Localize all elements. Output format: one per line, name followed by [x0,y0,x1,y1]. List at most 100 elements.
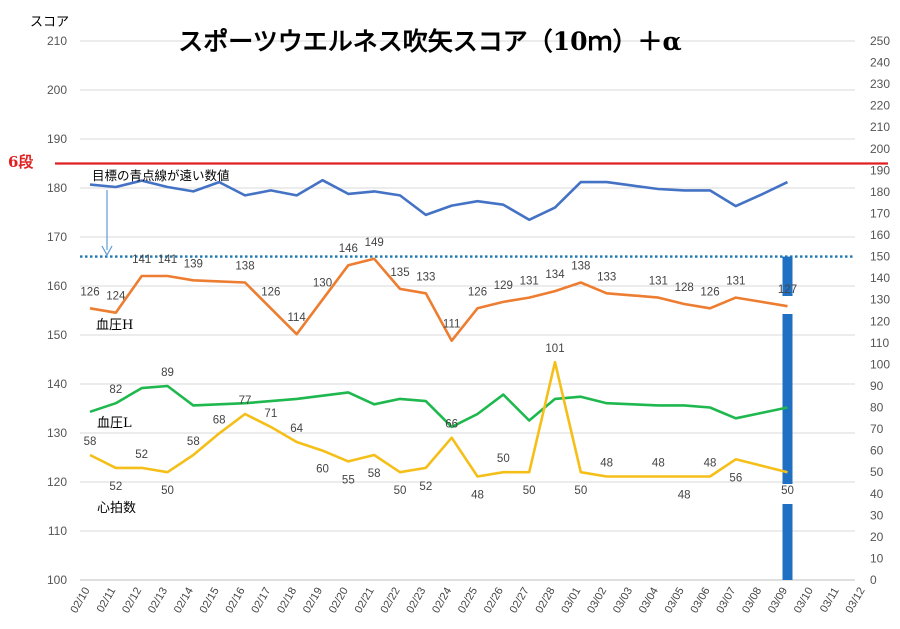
left-tick-170: 170 [47,230,67,244]
left-axis-ticks: 100 110 120 130 140 150 160 170 180 190 200 210 [47,34,67,587]
right-tick-160: 160 [870,228,890,242]
x-tick-03-01: 03/01 [559,586,583,616]
label-bp-high-02-11: 124 [106,291,126,303]
label-bp-high-03-01: 138 [571,260,590,272]
label-heart-rate-03-06: 48 [704,458,717,470]
x-tick-02-25: 02/25 [456,586,480,616]
label-heart-rate-03-09: 50 [781,485,794,497]
heart-rate-line [89,360,788,478]
right-tick-0: 0 [870,573,877,587]
bp-high-line [89,257,788,342]
y-axis-label: スコア [30,15,69,30]
label-bp-high-02-22: 135 [390,267,409,279]
x-tick-02-23: 02/23 [404,586,428,616]
right-tick-40: 40 [870,487,884,501]
right-tick-110: 110 [870,336,889,350]
left-tick-130: 130 [47,426,67,440]
left-tick-100: 100 [47,573,67,587]
x-tick-03-09: 03/09 [766,586,790,616]
label-heart-rate-02-14: 58 [187,436,200,448]
label-heart-rate-03-01: 50 [574,485,587,497]
series-name-bp-high: 血圧H [96,318,133,333]
right-tick-170: 170 [870,206,890,220]
left-tick-210: 210 [47,34,67,48]
right-tick-70: 70 [870,422,884,436]
x-tick-03-11: 03/11 [818,586,842,615]
left-tick-190: 190 [47,132,67,146]
label-heart-rate-02-15: 68 [213,414,226,426]
x-tick-02-17: 02/17 [249,586,273,616]
label-bp-high-02-21: 149 [365,237,384,249]
label-heart-rate-02-16: 77 [239,395,252,407]
label-heart-rate-03-04: 48 [652,458,665,470]
left-tick-110: 110 [48,524,67,538]
left-tick-140: 140 [47,377,67,391]
left-tick-180: 180 [47,181,67,195]
label-heart-rate-02-20: 55 [342,474,355,486]
label-heart-rate-03-05: 48 [678,490,691,502]
x-tick-02-21: 02/21 [353,586,377,616]
marker-bar [782,256,793,580]
x-tick-02-28: 02/28 [533,586,557,616]
right-tick-50: 50 [870,465,884,479]
label-bp-high-02-18: 114 [287,312,306,324]
gridlines [80,40,855,581]
x-tick-03-02: 03/02 [585,586,609,616]
x-tick-02-20: 02/20 [327,586,351,616]
label-bp-high-03-02: 133 [597,271,616,283]
x-tick-03-07: 03/07 [714,586,738,616]
label-bp-high-03-06: 126 [700,286,719,298]
bp-low-line [89,384,788,429]
right-tick-220: 220 [870,99,890,113]
x-tick-03-06: 03/06 [688,586,712,616]
x-tick-02-12: 02/12 [120,586,144,616]
label-bp-high-02-10: 126 [80,286,99,298]
right-tick-130: 130 [870,293,890,307]
label-heart-rate-02-18: 64 [290,423,303,435]
label-bp-high-02-17: 126 [261,286,280,298]
label-heart-rate-02-26: 50 [497,453,510,465]
x-tick-03-12: 03/12 [843,586,867,616]
score-line [89,178,789,222]
x-tick-02-27: 02/27 [508,586,532,616]
label-heart-rate-03-02: 48 [600,458,613,470]
x-tick-02-18: 02/18 [275,586,299,616]
x-tick-03-04: 03/04 [637,586,661,616]
x-tick-02-22: 02/22 [378,586,402,616]
x-tick-03-08: 03/08 [740,586,764,616]
label-bp-high-02-23: 133 [416,271,435,283]
label-bp-high-02-26: 129 [494,280,513,292]
label-bp-high-02-14: 139 [184,258,203,270]
right-tick-210: 210 [870,120,890,134]
label-heart-rate-02-11: 52 [109,481,122,493]
right-tick-240: 240 [870,56,890,70]
label-bp-low-02-11: 82 [109,384,122,396]
label-bp-high-02-28: 134 [545,269,565,281]
marker-bar-group [780,256,795,580]
label-heart-rate-02-19: 60 [316,464,329,476]
x-tick-02-13: 02/13 [146,586,170,616]
label-heart-rate-02-22: 50 [394,485,407,497]
right-tick-100: 100 [870,357,890,371]
right-tick-200: 200 [870,142,890,156]
right-tick-60: 60 [870,444,884,458]
label-heart-rate-02-27: 50 [523,485,536,497]
left-tick-200: 200 [47,83,67,97]
left-tick-150: 150 [47,328,67,342]
label-bp-low-02-13: 89 [161,367,174,379]
label-bp-high-02-19: 130 [313,278,332,290]
x-tick-03-10: 03/10 [792,586,816,616]
label-bp-high-03-04: 131 [649,276,668,288]
data-labels: 126 124 141 141 139 138 126 114 130 146 149 135 133 1… [80,237,797,502]
label-heart-rate-02-12: 52 [135,449,148,461]
chart-title: スポーツウエルネス吹矢スコア（10ｍ）＋α [178,27,682,56]
label-bp-high-03-07: 131 [726,276,745,288]
annotation-arrow-head [101,245,113,257]
x-tick-02-26: 02/26 [482,586,506,616]
label-heart-rate-02-25: 48 [471,490,484,502]
left-tick-120: 120 [47,475,67,489]
x-tick-02-14: 02/14 [172,586,196,616]
right-tick-150: 150 [870,250,890,264]
label-bp-high-02-12: 141 [132,254,151,266]
series-name-bp-low: 血圧L [97,416,132,431]
